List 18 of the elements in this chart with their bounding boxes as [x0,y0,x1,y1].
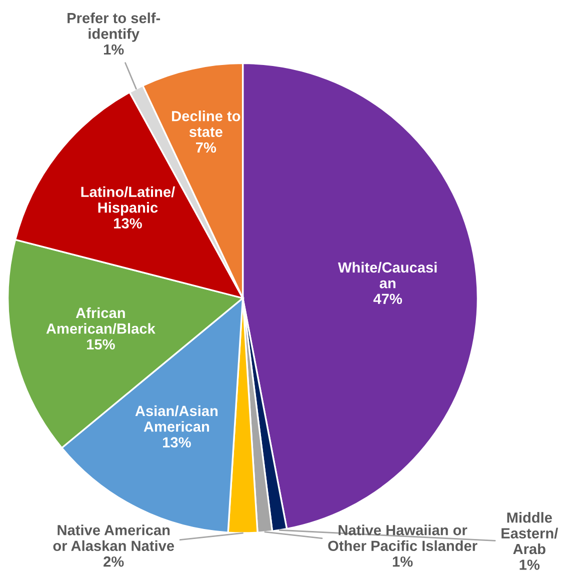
data-label: 13% [114,218,142,228]
slice-label: White/Caucasi an [338,262,437,288]
data-label: 1% [104,44,124,55]
slice-label: Decline to state [172,110,240,137]
data-label: 1% [520,560,540,570]
slice-label: Asian/Asian American [135,405,218,432]
slice-label: African American/Black [46,307,156,334]
data-label: 1% [392,556,413,567]
slice-label: Native American or Alaskan Native [53,524,174,552]
slice-label: Latino/Latine/ Hispanic [81,186,175,216]
data-label: 15% [86,339,115,350]
data-label: 47% [373,294,402,304]
data-label: 2% [104,556,124,567]
slice-label: Middle Eastern/ Arab [502,512,558,554]
slice-label: Prefer to self- identify [68,12,160,42]
data-label: 7% [196,142,216,153]
data-label: 13% [163,437,191,448]
slice-label: Native Hawaiian or Other Pacific Islander [328,524,478,552]
